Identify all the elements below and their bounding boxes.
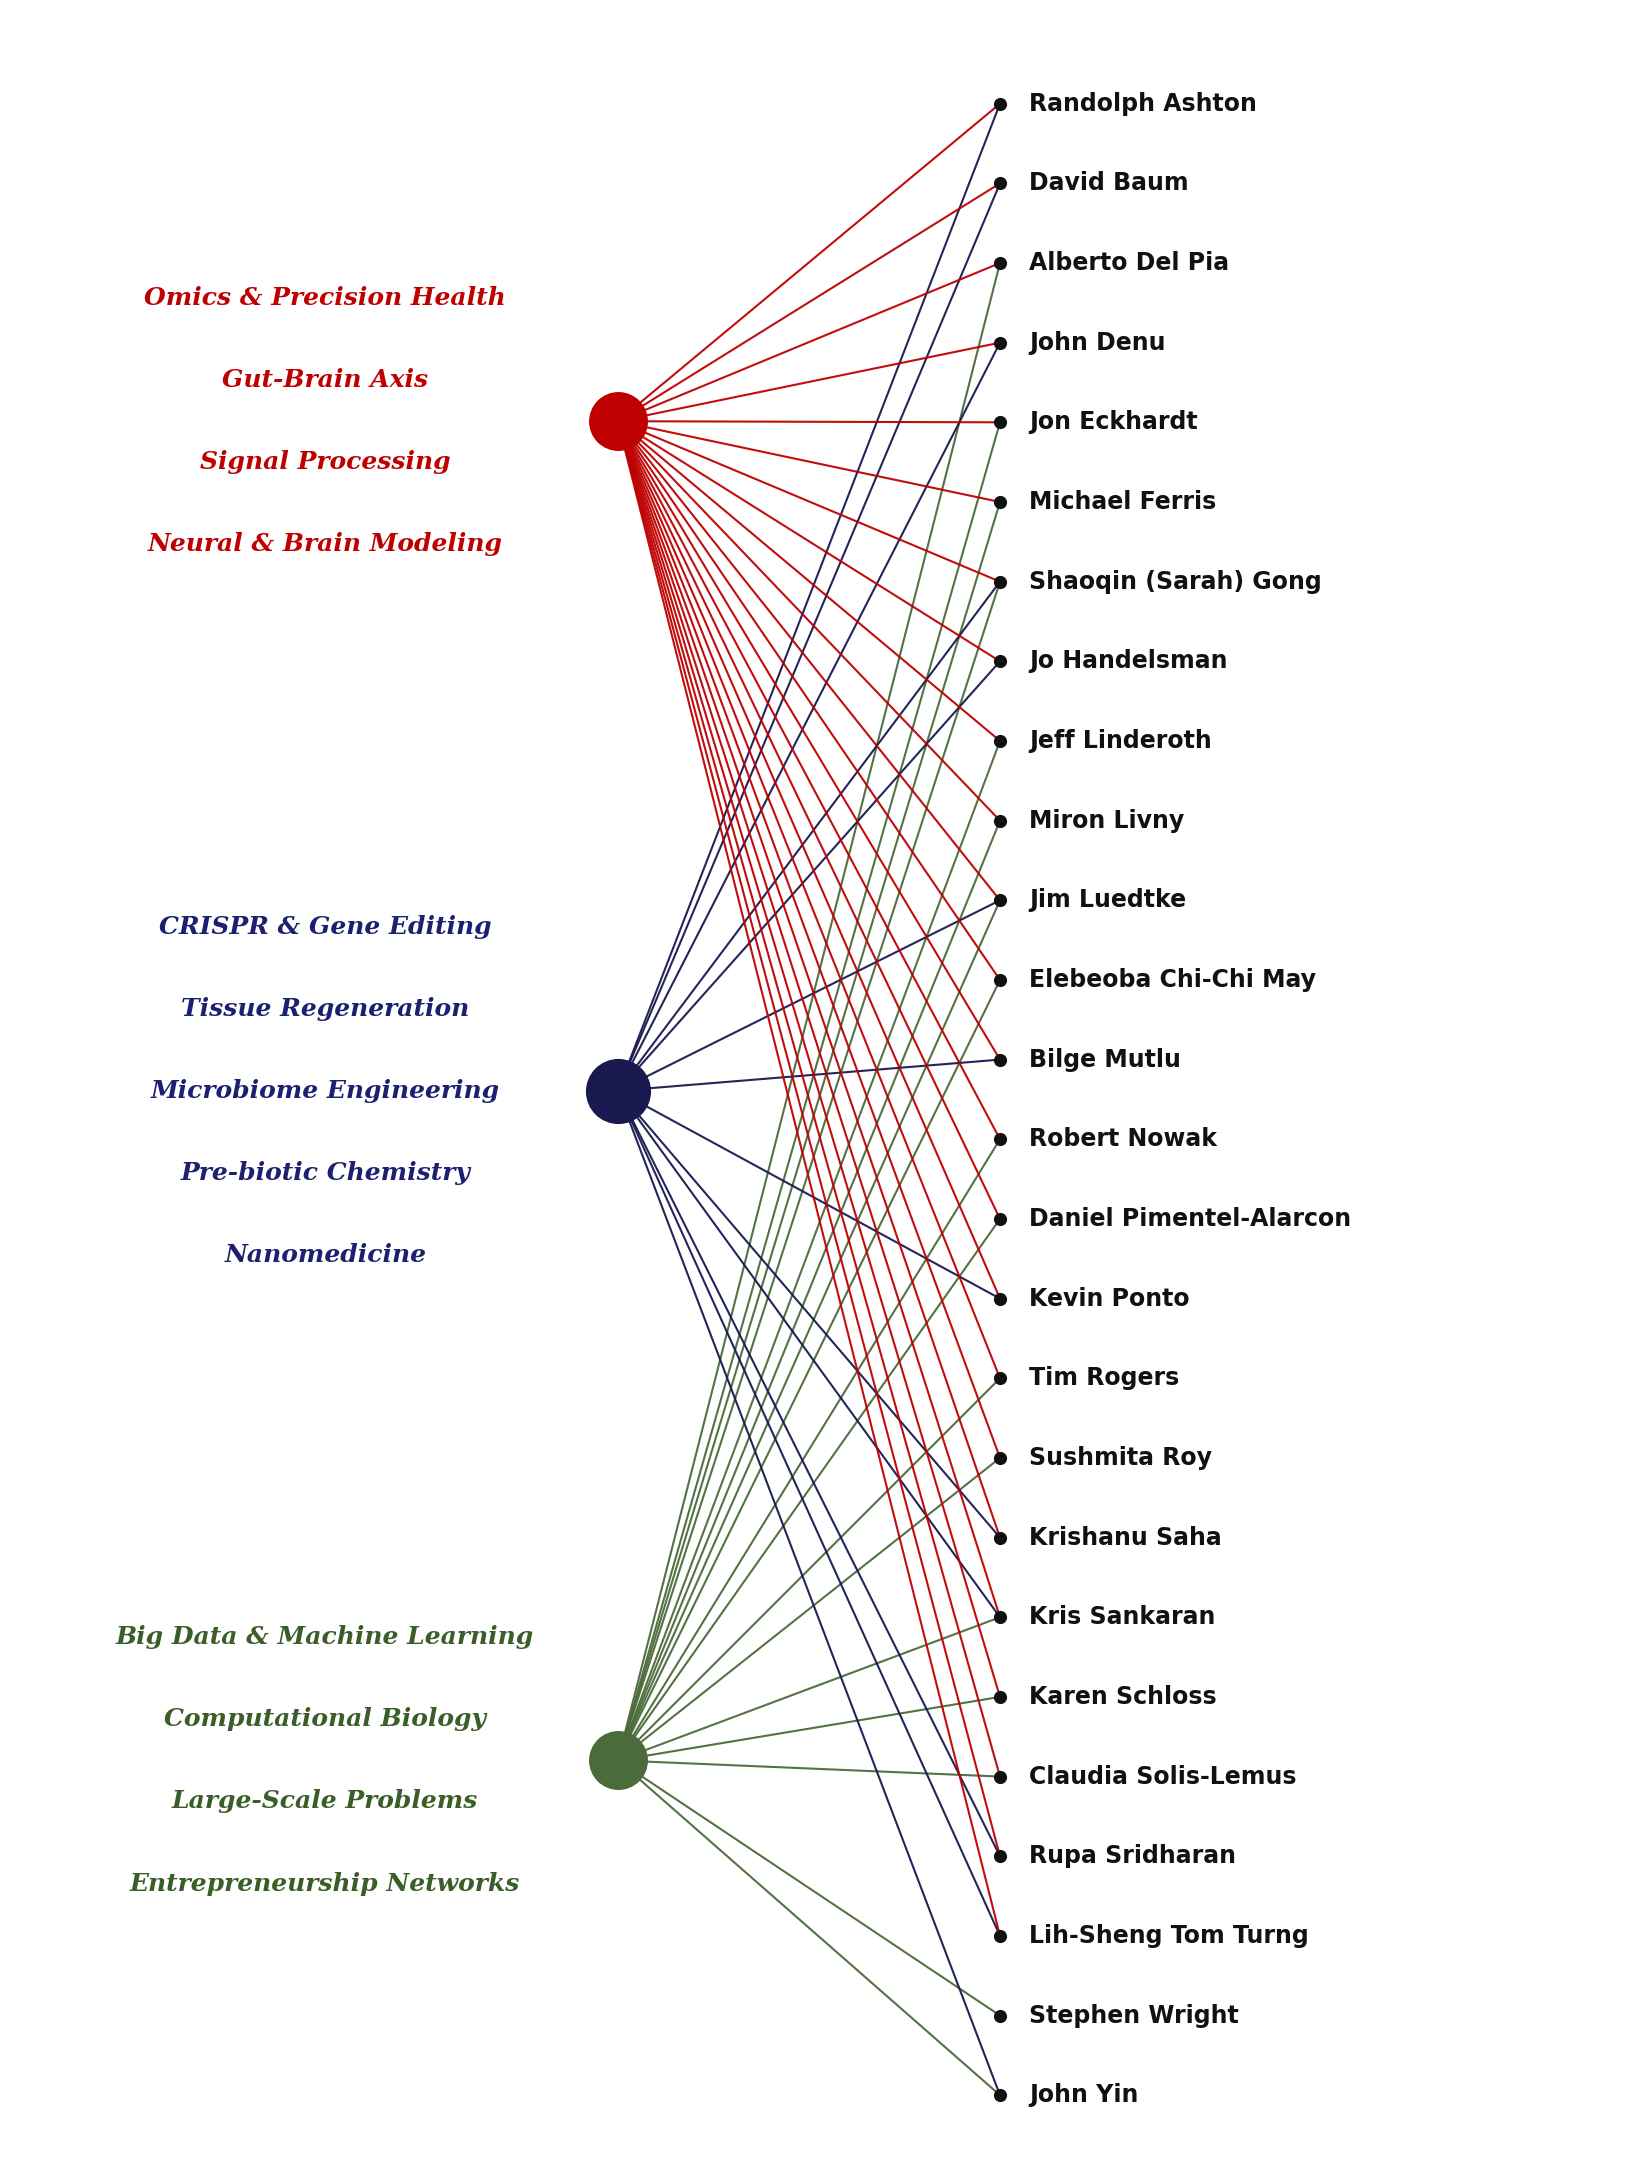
Text: Jeff Linderoth: Jeff Linderoth bbox=[1029, 728, 1211, 754]
Text: Robert Nowak: Robert Nowak bbox=[1029, 1128, 1218, 1151]
Point bbox=[987, 406, 1013, 441]
Text: Nanomedicine: Nanomedicine bbox=[224, 1242, 426, 1268]
Point bbox=[605, 404, 631, 438]
Text: John Denu: John Denu bbox=[1029, 330, 1166, 354]
Text: Pre-biotic Chemistry: Pre-biotic Chemistry bbox=[180, 1160, 470, 1186]
Text: Krishanu Saha: Krishanu Saha bbox=[1029, 1525, 1223, 1549]
Point bbox=[987, 1121, 1013, 1156]
Text: Claudia Solis-Lemus: Claudia Solis-Lemus bbox=[1029, 1765, 1298, 1788]
Text: Shaoqin (Sarah) Gong: Shaoqin (Sarah) Gong bbox=[1029, 570, 1322, 594]
Text: Signal Processing: Signal Processing bbox=[200, 449, 450, 475]
Text: Stephen Wright: Stephen Wright bbox=[1029, 2004, 1239, 2028]
Point bbox=[987, 166, 1013, 201]
Point bbox=[987, 963, 1013, 998]
Point bbox=[987, 1043, 1013, 1078]
Text: Lih-Sheng Tom Turng: Lih-Sheng Tom Turng bbox=[1029, 1925, 1309, 1948]
Text: Gut-Brain Axis: Gut-Brain Axis bbox=[223, 367, 428, 393]
Point bbox=[987, 1281, 1013, 1315]
Point bbox=[987, 1201, 1013, 1236]
Point bbox=[605, 1743, 631, 1778]
Point bbox=[987, 326, 1013, 361]
Text: Karen Schloss: Karen Schloss bbox=[1029, 1685, 1216, 1709]
Text: Sushmita Roy: Sushmita Roy bbox=[1029, 1445, 1213, 1471]
Text: Jo Handelsman: Jo Handelsman bbox=[1029, 650, 1228, 674]
Text: Michael Ferris: Michael Ferris bbox=[1029, 490, 1216, 514]
Text: Neural & Brain Modeling: Neural & Brain Modeling bbox=[148, 531, 502, 557]
Point bbox=[987, 564, 1013, 598]
Point bbox=[987, 1838, 1013, 1873]
Point bbox=[987, 1680, 1013, 1715]
Point bbox=[987, 246, 1013, 281]
Text: Computational Biology: Computational Biology bbox=[164, 1706, 486, 1732]
Point bbox=[987, 883, 1013, 918]
Point bbox=[987, 2078, 1013, 2112]
Text: Bilge Mutlu: Bilge Mutlu bbox=[1029, 1048, 1180, 1071]
Text: Kevin Ponto: Kevin Ponto bbox=[1029, 1287, 1190, 1311]
Point bbox=[987, 804, 1013, 838]
Text: Large-Scale Problems: Large-Scale Problems bbox=[172, 1788, 478, 1814]
Point bbox=[987, 1441, 1013, 1475]
Point bbox=[987, 86, 1013, 121]
Text: Jim Luedtke: Jim Luedtke bbox=[1029, 888, 1187, 912]
Point bbox=[987, 644, 1013, 678]
Point bbox=[987, 1361, 1013, 1395]
Text: Tissue Regeneration: Tissue Regeneration bbox=[180, 996, 470, 1022]
Text: Omics & Precision Health: Omics & Precision Health bbox=[145, 285, 506, 311]
Text: Big Data & Machine Learning: Big Data & Machine Learning bbox=[115, 1624, 535, 1650]
Point bbox=[605, 1074, 631, 1108]
Text: Jon Eckhardt: Jon Eckhardt bbox=[1029, 410, 1198, 434]
Text: Microbiome Engineering: Microbiome Engineering bbox=[151, 1078, 499, 1104]
Point bbox=[987, 1758, 1013, 1793]
Point bbox=[987, 1998, 1013, 2033]
Point bbox=[987, 724, 1013, 758]
Text: Randolph Ashton: Randolph Ashton bbox=[1029, 91, 1257, 117]
Text: Alberto Del Pia: Alberto Del Pia bbox=[1029, 251, 1229, 274]
Text: Daniel Pimentel-Alarcon: Daniel Pimentel-Alarcon bbox=[1029, 1207, 1351, 1231]
Text: Miron Livny: Miron Livny bbox=[1029, 808, 1184, 832]
Point bbox=[987, 1918, 1013, 1953]
Text: David Baum: David Baum bbox=[1029, 171, 1189, 194]
Text: Elebeoba Chi-Chi May: Elebeoba Chi-Chi May bbox=[1029, 968, 1317, 991]
Text: Tim Rogers: Tim Rogers bbox=[1029, 1367, 1179, 1391]
Point bbox=[987, 1521, 1013, 1555]
Text: Entrepreneurship Networks: Entrepreneurship Networks bbox=[130, 1871, 520, 1896]
Text: John Yin: John Yin bbox=[1029, 2082, 1138, 2108]
Point bbox=[987, 1601, 1013, 1635]
Text: CRISPR & Gene Editing: CRISPR & Gene Editing bbox=[159, 914, 491, 940]
Text: Rupa Sridharan: Rupa Sridharan bbox=[1029, 1845, 1236, 1868]
Text: Kris Sankaran: Kris Sankaran bbox=[1029, 1605, 1216, 1629]
Point bbox=[987, 484, 1013, 518]
